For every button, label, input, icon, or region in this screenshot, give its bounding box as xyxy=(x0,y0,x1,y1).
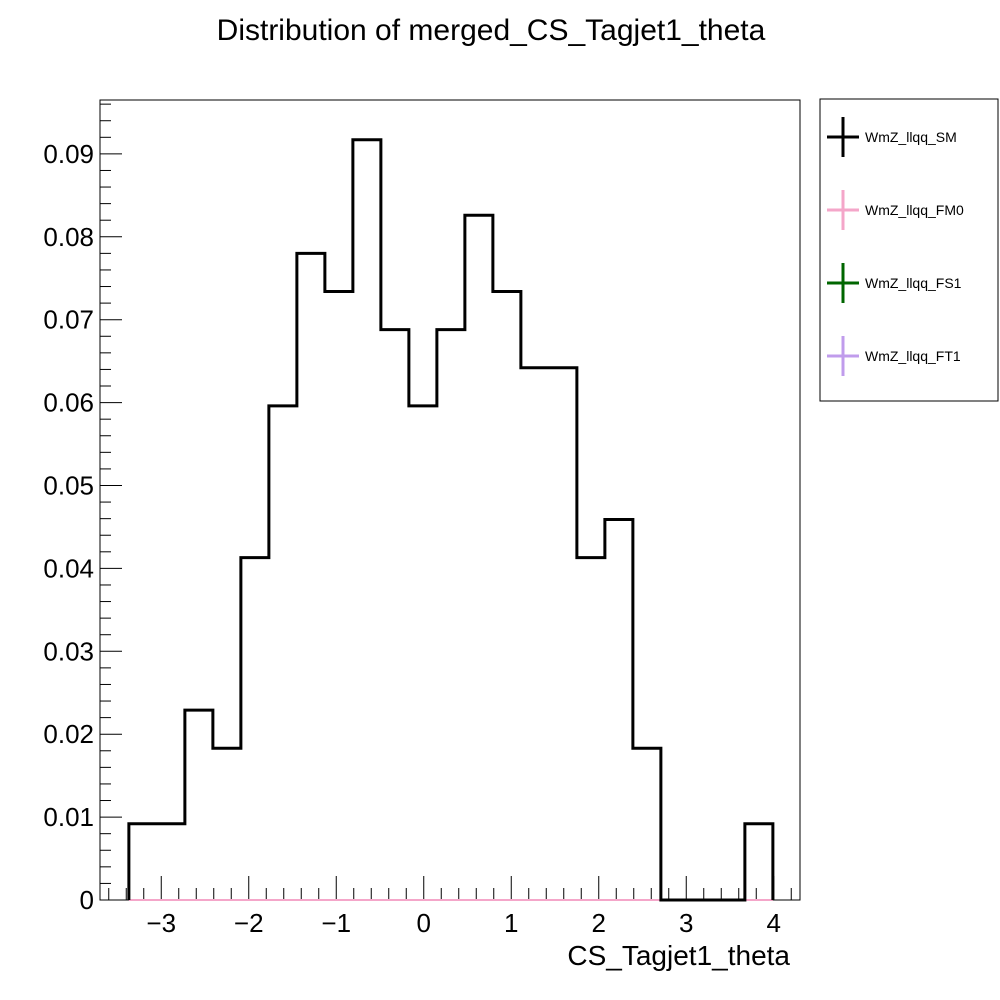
legend-entry: WmZ_llqq_FT1 xyxy=(827,336,961,376)
legend-label: WmZ_llqq_FM0 xyxy=(865,202,964,218)
x-tick-label: 3 xyxy=(679,908,693,938)
legend-label: WmZ_llqq_FS1 xyxy=(865,275,962,291)
y-tick-label: 0.03 xyxy=(43,636,94,666)
y-tick-label: 0.04 xyxy=(43,553,94,583)
x-tick-label: 1 xyxy=(504,908,518,938)
x-tick-label: −3 xyxy=(146,908,176,938)
legend-entry: WmZ_llqq_SM xyxy=(827,117,957,157)
chart-title: Distribution of merged_CS_Tagjet1_theta xyxy=(216,14,766,47)
x-tick-label: 2 xyxy=(592,908,606,938)
y-tick-label: 0 xyxy=(80,885,94,915)
y-tick-label: 0.01 xyxy=(43,802,94,832)
legend-label: WmZ_llqq_FT1 xyxy=(865,348,961,364)
x-axis-title: CS_Tagjet1_theta xyxy=(567,940,790,971)
y-tick-label: 0.08 xyxy=(43,222,94,252)
plot-frame xyxy=(99,99,801,901)
y-tick-label: 0.07 xyxy=(43,305,94,335)
legend-label: WmZ_llqq_SM xyxy=(865,129,957,145)
y-tick-label: 0.09 xyxy=(43,139,94,169)
histogram-line xyxy=(127,138,775,902)
x-tick-label: −1 xyxy=(321,908,351,938)
y-tick-label: 0.05 xyxy=(43,470,94,500)
x-tick-label: 4 xyxy=(767,908,781,938)
y-tick-label: 0.06 xyxy=(43,388,94,418)
legend-entry: WmZ_llqq_FM0 xyxy=(827,190,964,230)
series-WmZ_llqq_SM xyxy=(127,138,775,902)
x-tick-label: −2 xyxy=(234,908,264,938)
y-tick-label: 0.02 xyxy=(43,719,94,749)
legend-entry: WmZ_llqq_FS1 xyxy=(827,263,962,303)
x-tick-label: 0 xyxy=(417,908,431,938)
legend-box xyxy=(819,98,999,402)
